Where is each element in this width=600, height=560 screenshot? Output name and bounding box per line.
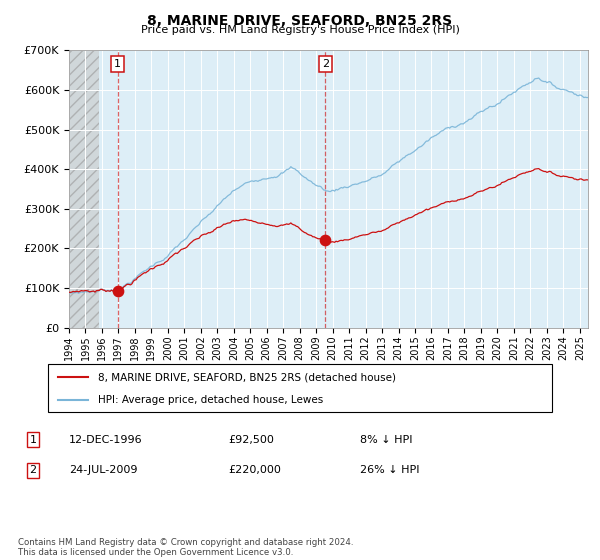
Text: 1: 1 <box>29 435 37 445</box>
Text: 8% ↓ HPI: 8% ↓ HPI <box>360 435 413 445</box>
Bar <box>69 50 98 328</box>
Text: 1: 1 <box>114 59 121 69</box>
Text: 12-DEC-1996: 12-DEC-1996 <box>69 435 143 445</box>
Point <box>113 287 122 296</box>
FancyBboxPatch shape <box>48 364 552 412</box>
Text: Price paid vs. HM Land Registry's House Price Index (HPI): Price paid vs. HM Land Registry's House … <box>140 25 460 35</box>
Text: £92,500: £92,500 <box>228 435 274 445</box>
Text: 26% ↓ HPI: 26% ↓ HPI <box>360 465 419 475</box>
Text: 8, MARINE DRIVE, SEAFORD, BN25 2RS (detached house): 8, MARINE DRIVE, SEAFORD, BN25 2RS (deta… <box>98 372 397 382</box>
Point <box>320 236 330 245</box>
Text: £220,000: £220,000 <box>228 465 281 475</box>
Text: Contains HM Land Registry data © Crown copyright and database right 2024.
This d: Contains HM Land Registry data © Crown c… <box>18 538 353 557</box>
Text: 8, MARINE DRIVE, SEAFORD, BN25 2RS: 8, MARINE DRIVE, SEAFORD, BN25 2RS <box>148 14 452 28</box>
Text: 24-JUL-2009: 24-JUL-2009 <box>69 465 137 475</box>
Text: HPI: Average price, detached house, Lewes: HPI: Average price, detached house, Lewe… <box>98 395 323 405</box>
Text: 2: 2 <box>322 59 329 69</box>
Text: 2: 2 <box>29 465 37 475</box>
